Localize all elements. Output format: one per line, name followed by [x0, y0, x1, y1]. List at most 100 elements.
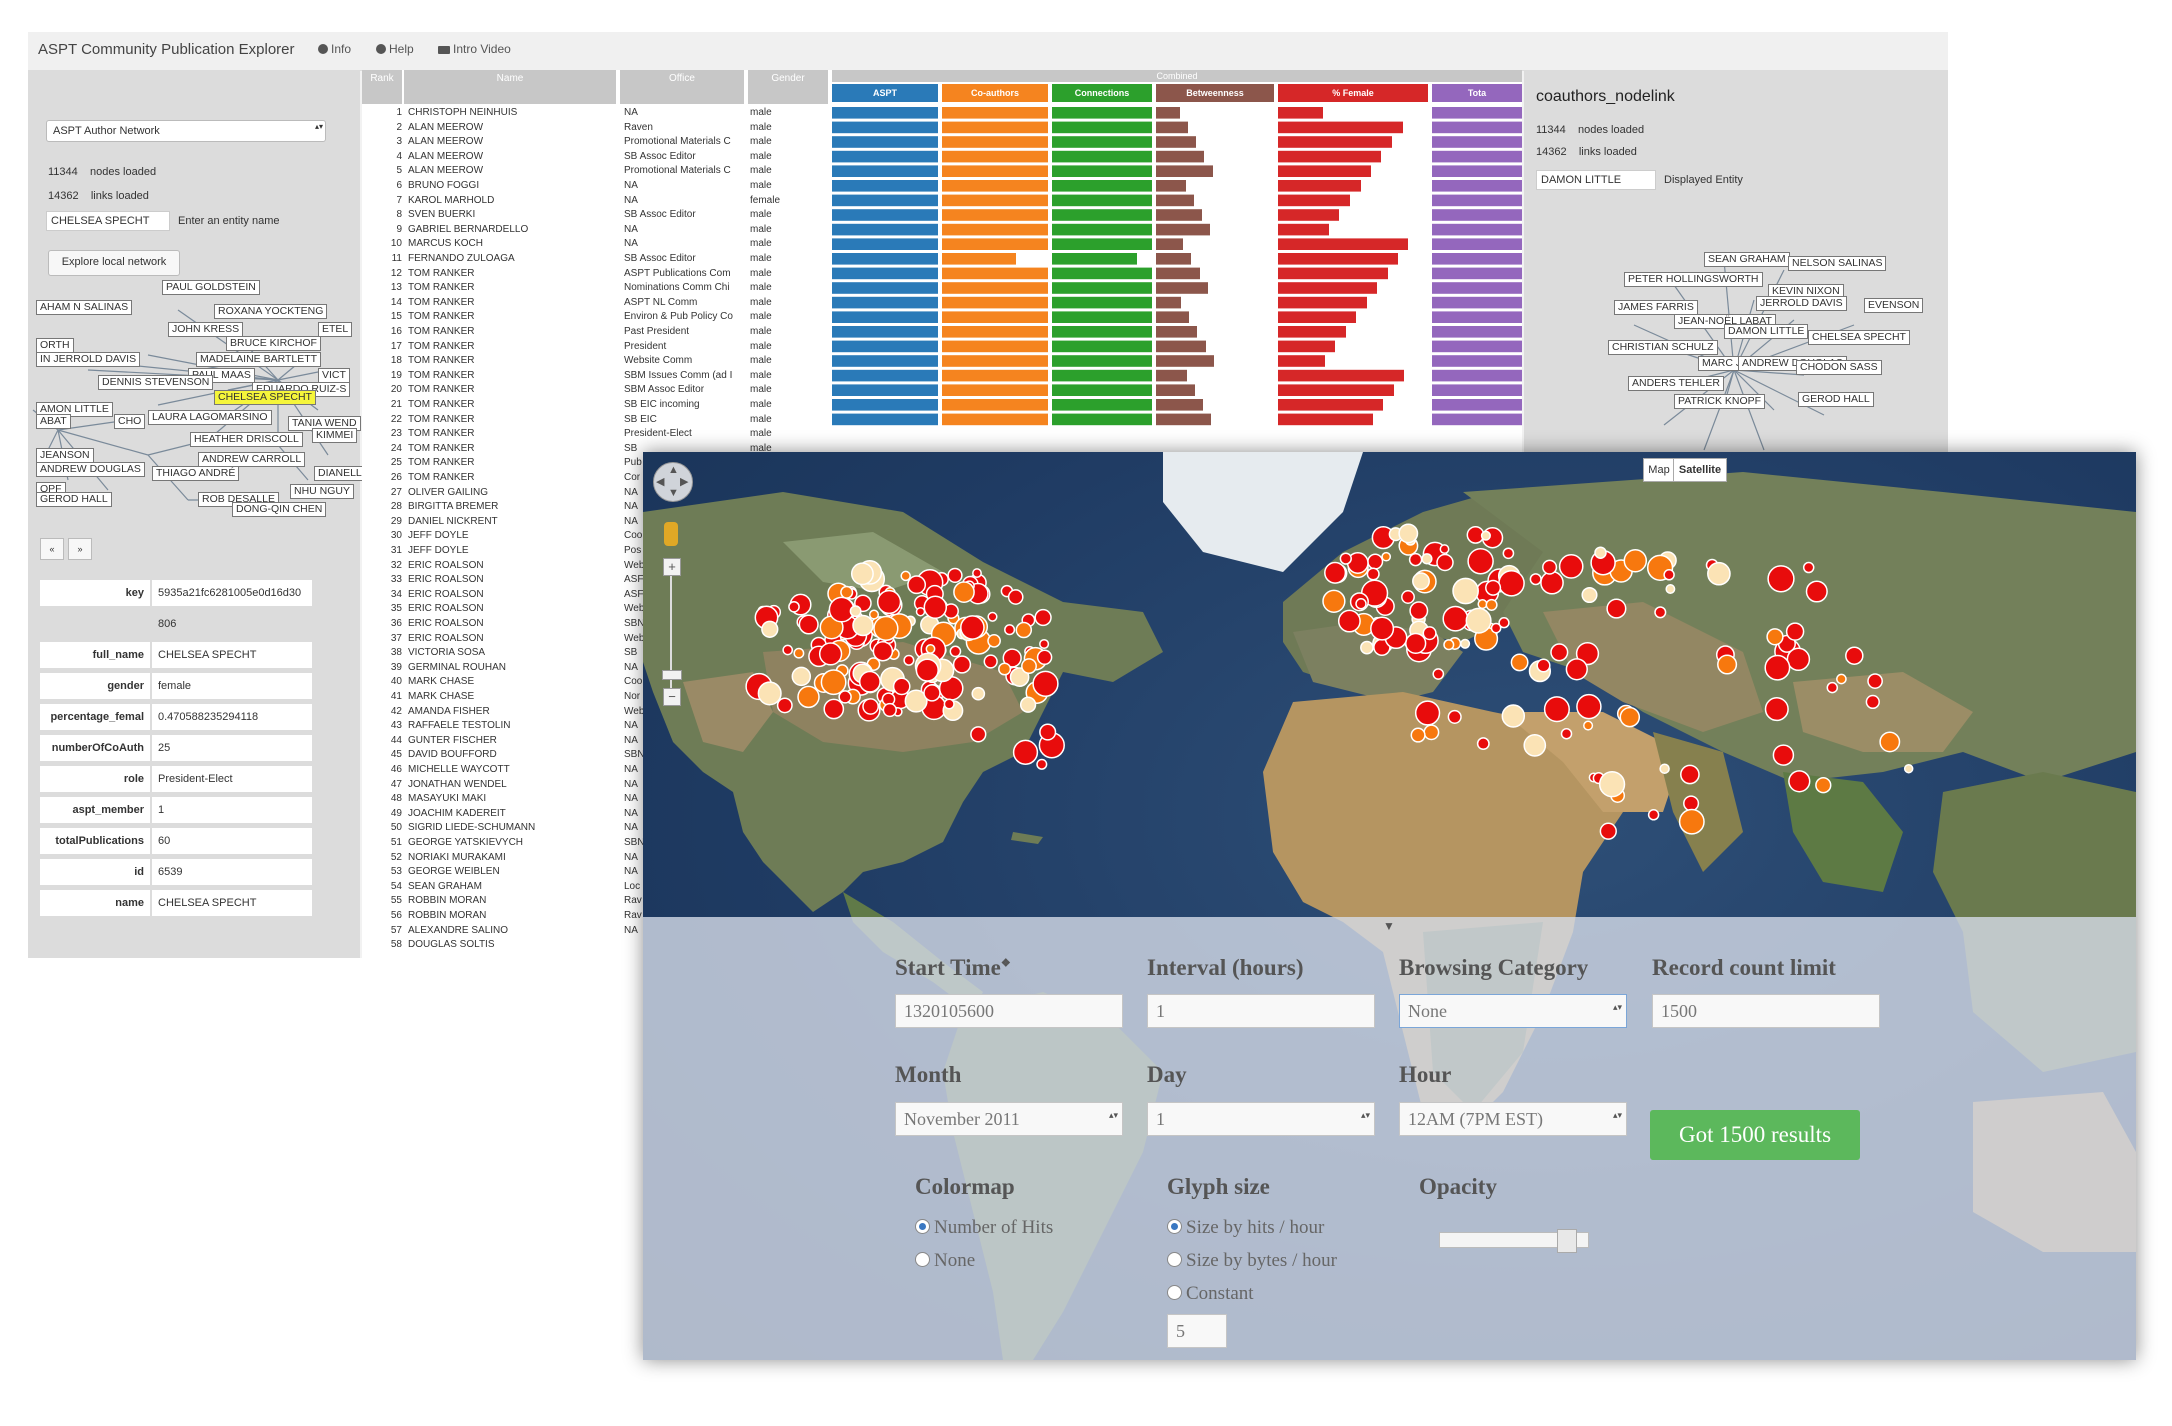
hit-glyph[interactable] — [882, 702, 897, 718]
month-select[interactable]: November 2011 — [895, 1102, 1123, 1136]
hit-glyph[interactable] — [1410, 727, 1426, 743]
metric-header-betweenness[interactable]: Betweenness — [1156, 84, 1274, 102]
hit-glyph[interactable] — [788, 600, 800, 613]
hit-glyph[interactable] — [1401, 590, 1415, 604]
coauthor-node-label[interactable]: CHELSEA SPECHT — [1808, 330, 1910, 345]
metric-header-connections[interactable]: Connections — [1052, 84, 1152, 102]
hit-glyph[interactable] — [1019, 696, 1037, 713]
hit-glyph[interactable] — [1421, 553, 1433, 565]
table-row[interactable]: 1 CHRISTOPH NEINHUIS NA male — [362, 106, 830, 121]
hit-glyph[interactable] — [1550, 643, 1569, 662]
hit-glyph[interactable] — [872, 640, 894, 662]
hit-glyph[interactable] — [1542, 559, 1558, 575]
metric-header-co-authors[interactable]: Co-authors — [942, 84, 1048, 102]
hour-select[interactable]: 12AM (7PM EST) — [1399, 1102, 1627, 1136]
hit-glyph[interactable] — [1772, 744, 1795, 766]
table-row[interactable]: 20 TOM RANKER SBM Assoc Editor male — [362, 383, 830, 398]
hit-glyph[interactable] — [925, 643, 936, 654]
map-type-map-button[interactable]: Map — [1643, 458, 1675, 482]
network-node-label[interactable]: ORTH — [36, 338, 74, 353]
glyph-constant-input[interactable]: 5 — [1167, 1314, 1227, 1348]
hit-glyph[interactable] — [952, 655, 972, 674]
hit-glyph[interactable] — [1339, 552, 1352, 565]
hit-glyph[interactable] — [915, 606, 926, 617]
hit-glyph[interactable] — [1788, 770, 1811, 793]
hit-glyph[interactable] — [1490, 622, 1502, 634]
hit-glyph[interactable] — [757, 681, 782, 706]
hit-glyph[interactable] — [923, 595, 948, 619]
hit-glyph[interactable] — [1460, 638, 1471, 649]
browsing-category-select[interactable]: None — [1399, 994, 1627, 1028]
hit-glyph[interactable] — [862, 698, 879, 715]
hit-glyph[interactable] — [1422, 626, 1437, 641]
hit-glyph[interactable] — [1540, 570, 1564, 595]
hit-glyph[interactable] — [1443, 639, 1455, 651]
hit-glyph[interactable] — [850, 562, 874, 586]
hit-glyph[interactable] — [915, 658, 939, 682]
hit-glyph[interactable] — [1523, 734, 1547, 757]
hit-glyph[interactable] — [1510, 653, 1529, 672]
hit-glyph[interactable] — [1501, 704, 1526, 728]
hit-glyph[interactable] — [1845, 646, 1864, 665]
hit-glyph[interactable] — [1322, 589, 1346, 613]
hit-glyph[interactable] — [1002, 648, 1022, 668]
metric-header-aspt[interactable]: ASPT — [832, 84, 938, 102]
hit-glyph[interactable] — [960, 615, 985, 640]
network-node-label[interactable]: MADELAINE BARTLETT — [196, 352, 322, 367]
network-select[interactable]: ASPT Author Network — [46, 120, 326, 142]
hit-glyph[interactable] — [858, 670, 881, 693]
coauthor-node-label[interactable]: CHRISTIAN SCHULZ — [1608, 340, 1718, 355]
hit-glyph[interactable] — [987, 634, 1001, 648]
hit-glyph[interactable] — [1683, 795, 1700, 812]
hit-glyph[interactable] — [797, 685, 820, 709]
table-row[interactable]: 18 TOM RANKER Website Comm male — [362, 354, 830, 369]
hit-glyph[interactable] — [1408, 552, 1423, 567]
zoom-out-button[interactable]: − — [663, 688, 681, 706]
hit-glyph[interactable] — [900, 570, 911, 582]
table-row[interactable]: 3 ALAN MEEROW Promotional Materials C male — [362, 135, 830, 150]
hit-glyph[interactable] — [1583, 720, 1594, 731]
interval-input[interactable]: 1 — [1147, 994, 1375, 1028]
hit-glyph[interactable] — [876, 589, 902, 615]
table-row[interactable]: 2 ALAN MEEROW Raven male — [362, 121, 830, 136]
hit-glyph[interactable] — [972, 568, 982, 579]
table-row[interactable]: 24 TOM RANKER SB male — [362, 442, 830, 457]
hit-glyph[interactable] — [1007, 589, 1024, 605]
hit-glyph[interactable] — [1707, 561, 1731, 586]
hit-glyph[interactable] — [1836, 673, 1847, 685]
hit-glyph[interactable] — [868, 609, 880, 620]
hit-glyph[interactable] — [1565, 658, 1588, 681]
start-time-input[interactable]: 1320105600 — [895, 994, 1123, 1028]
hit-glyph[interactable] — [983, 654, 998, 669]
hit-glyph[interactable] — [1039, 638, 1050, 650]
network-node-label[interactable]: LAURA LAGOMARSINO — [148, 410, 272, 425]
network-node-label[interactable]: DIANELL — [314, 466, 366, 481]
pan-control[interactable]: ▲ ▼ ◀ ▶ — [653, 462, 693, 502]
network-node-label[interactable]: JEANSON — [36, 448, 94, 463]
hit-glyph[interactable] — [1815, 777, 1832, 794]
hit-glyph[interactable] — [970, 726, 987, 743]
combined-header[interactable]: Combined — [832, 70, 1522, 82]
zoom-in-button[interactable]: + — [663, 558, 681, 576]
table-row[interactable]: 13 TOM RANKER Nominations Comm Chi male — [362, 281, 830, 296]
glyph-bytes-radio[interactable]: Size by bytes / hour — [1167, 1250, 1337, 1272]
hit-glyph[interactable] — [1802, 561, 1815, 574]
hit-glyph[interactable] — [1370, 616, 1395, 641]
table-row[interactable]: 7 KAROL MARHOLD NA female — [362, 194, 830, 209]
hit-glyph[interactable] — [1355, 598, 1367, 610]
table-row[interactable]: 9 GABRIEL BERNARDELLO NA male — [362, 223, 830, 238]
opacity-slider[interactable] — [1439, 1229, 1589, 1253]
hit-glyph[interactable] — [838, 690, 852, 704]
hit-glyph[interactable] — [1485, 579, 1502, 596]
hit-glyph[interactable] — [947, 567, 963, 584]
hit-glyph[interactable] — [1476, 737, 1490, 751]
hit-glyph[interactable] — [1034, 608, 1052, 627]
hit-glyph[interactable] — [1558, 554, 1584, 579]
table-row[interactable]: 5 ALAN MEEROW Promotional Materials C male — [362, 164, 830, 179]
coauthor-node-label[interactable]: ANDERS TEHLER — [1628, 376, 1724, 391]
hit-glyph[interactable] — [953, 581, 975, 603]
hit-glyph[interactable] — [923, 684, 941, 702]
table-row[interactable]: 23 TOM RANKER President-Elect male — [362, 427, 830, 442]
hit-glyph[interactable] — [1867, 673, 1883, 689]
network-node-label[interactable]: JOHN KRESS — [168, 322, 244, 337]
